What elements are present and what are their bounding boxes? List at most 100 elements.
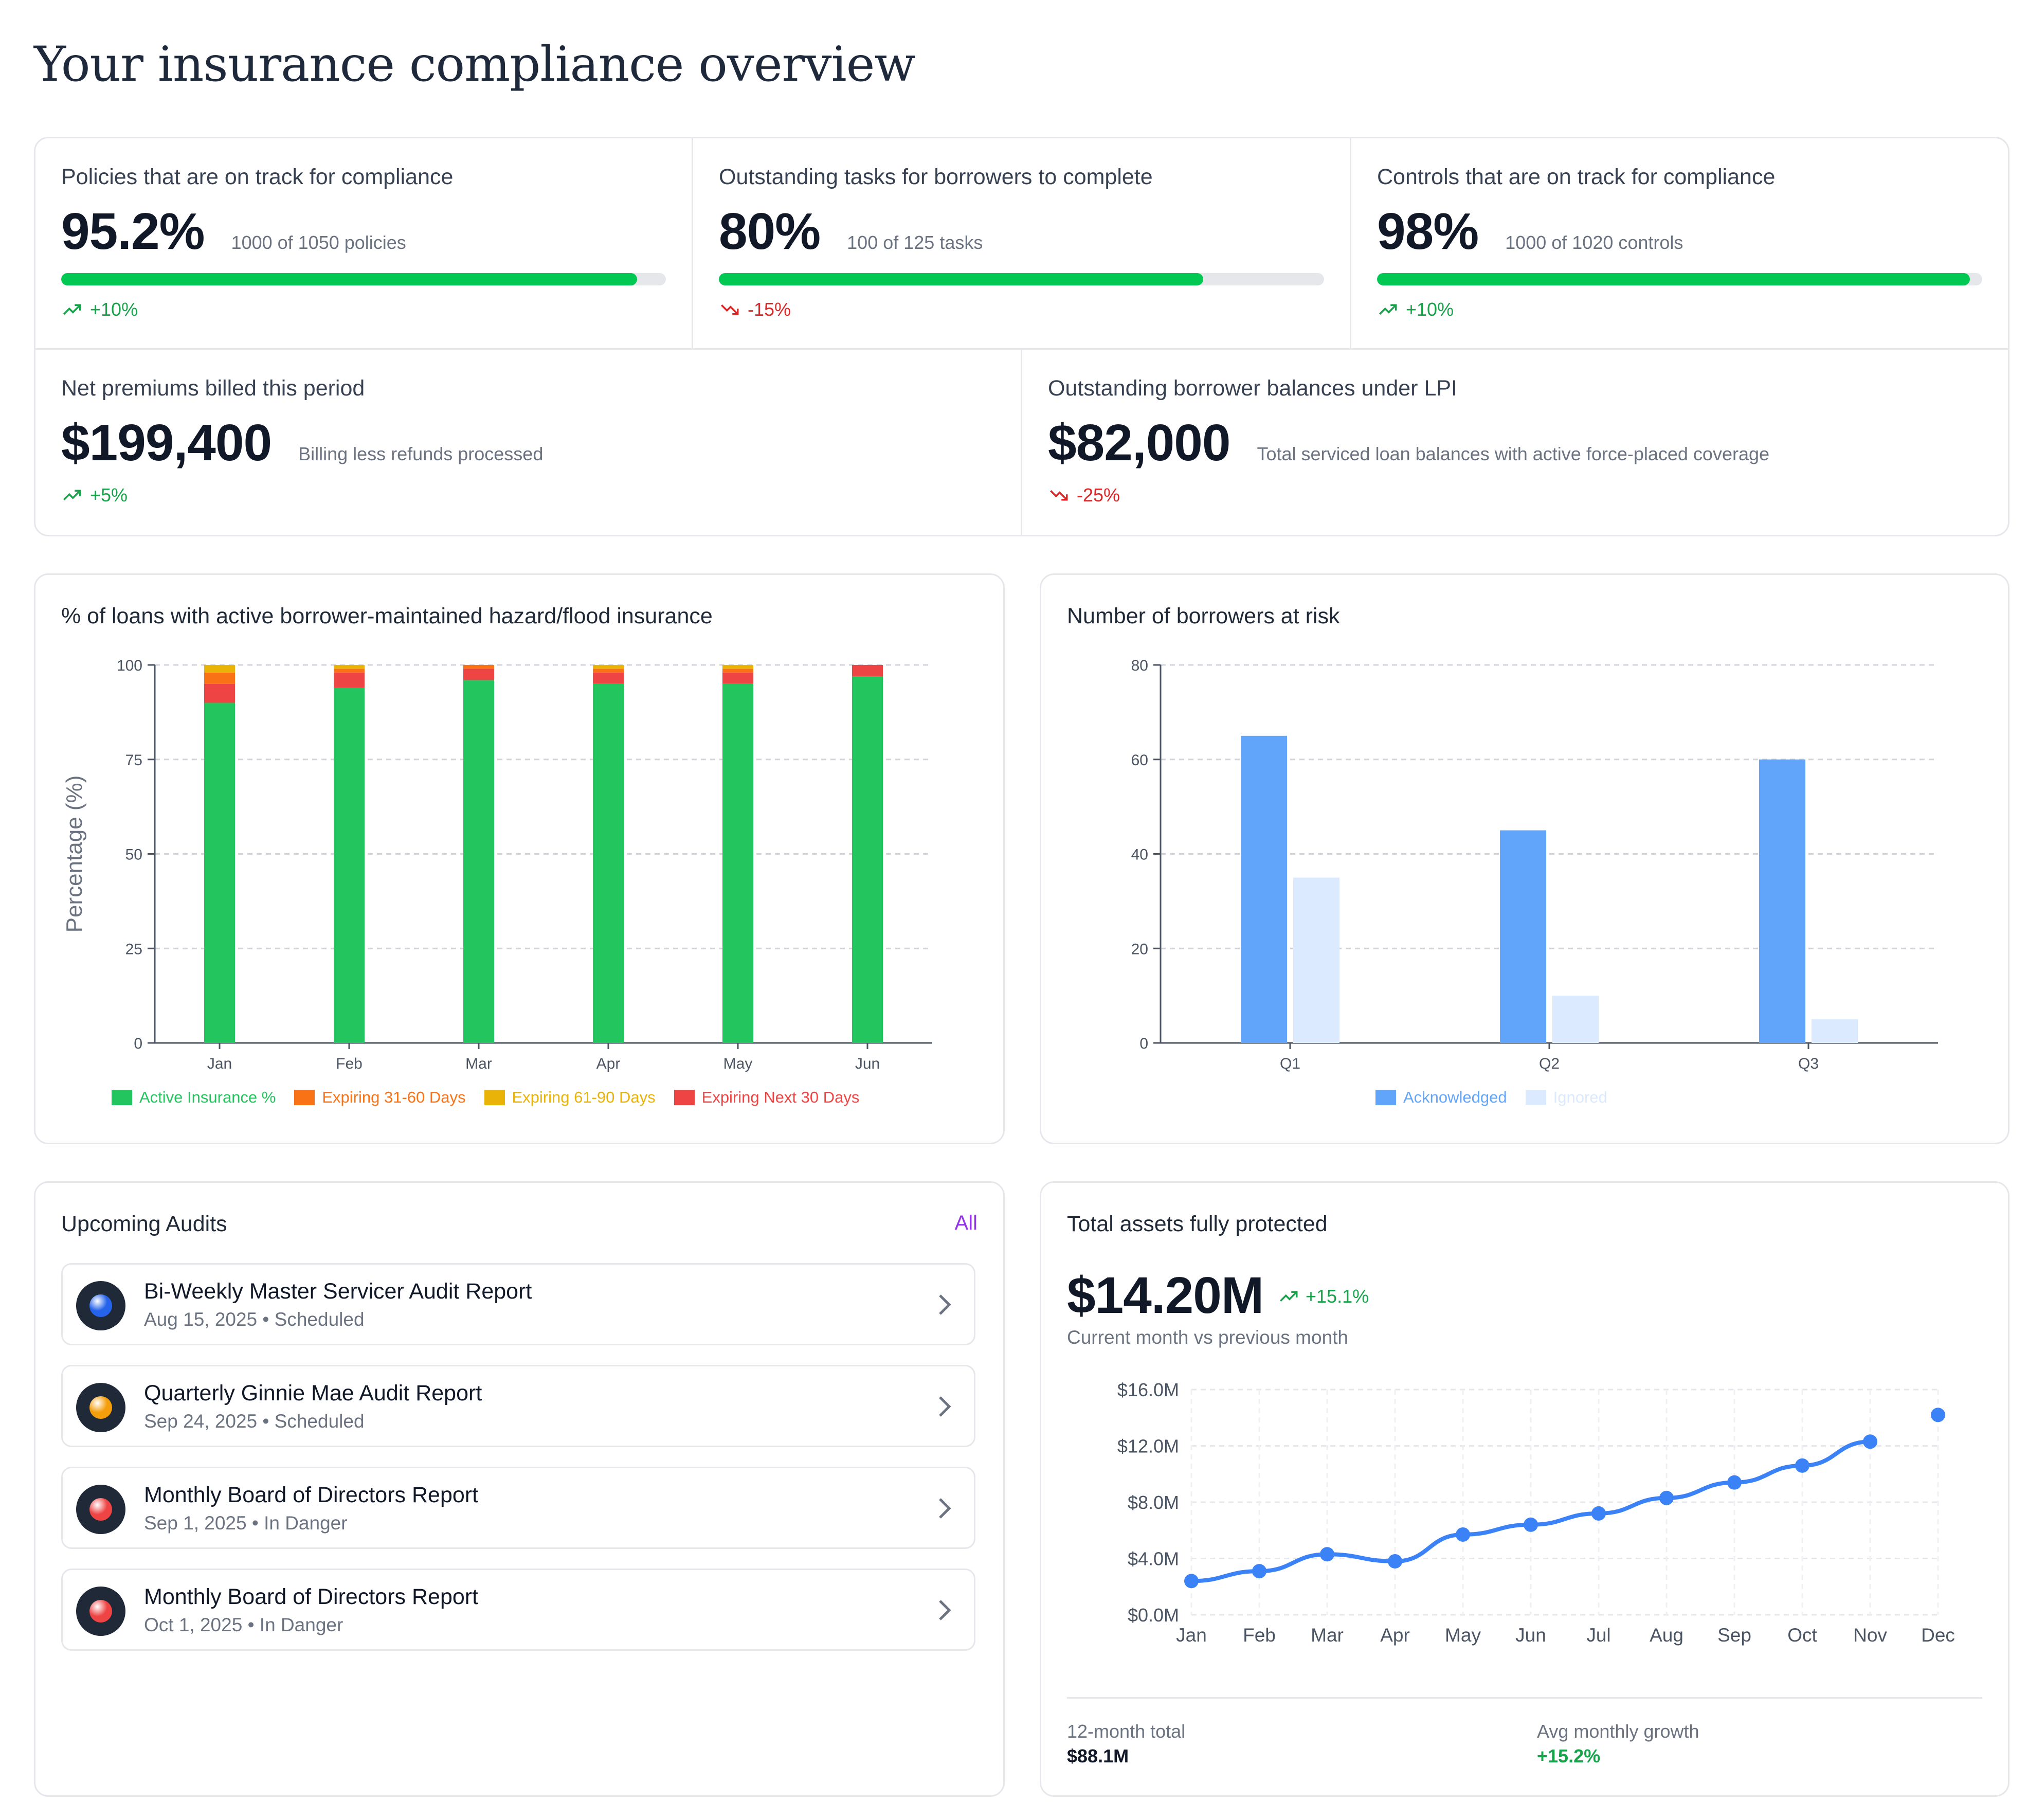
- audit-item[interactable]: Bi-Weekly Master Servicer Audit Report A…: [61, 1263, 975, 1345]
- trend-down-icon: [721, 304, 739, 315]
- data-point: [1863, 1434, 1877, 1449]
- audit-item[interactable]: Quarterly Ginnie Mae Audit Report Sep 24…: [61, 1365, 975, 1447]
- x-tick-label: Jun: [855, 1055, 880, 1072]
- bar-segment: [334, 669, 365, 673]
- bar-segment: [334, 688, 365, 1043]
- total-label: 12-month total: [1067, 1721, 1186, 1742]
- audit-meta: Sep 24, 2025 • Scheduled: [144, 1411, 365, 1432]
- kpi-value: 98%: [1377, 202, 1479, 260]
- data-point: [1184, 1574, 1199, 1589]
- legend-swatch: [674, 1090, 695, 1105]
- legend-item: Active Insurance %: [112, 1088, 276, 1107]
- kpi-value: 95.2%: [61, 202, 205, 260]
- y-tick-label: $16.0M: [1117, 1379, 1179, 1400]
- all-audits-link[interactable]: All: [954, 1212, 977, 1234]
- bar: [1552, 996, 1599, 1043]
- bar-segment: [722, 672, 753, 684]
- x-tick-label: Jan: [1176, 1625, 1207, 1646]
- insurance-chart: 0 25 50 75 100 Percentage (%) Jan Feb Mar Apr May J…: [62, 657, 932, 1072]
- x-tick-label: Q1: [1280, 1055, 1300, 1072]
- legend-item: Ignored: [1525, 1088, 1607, 1107]
- x-tick-label: Mar: [465, 1055, 492, 1072]
- bar-segment: [463, 680, 494, 1043]
- y-tick-label: 0: [134, 1035, 142, 1052]
- bar-segment: [852, 665, 883, 677]
- x-tick-label: Jan: [207, 1055, 232, 1072]
- audit-meta: Sep 1, 2025 • In Danger: [144, 1512, 348, 1534]
- kpi-controls-on-track: Controls that are on track for complianc…: [1351, 138, 2008, 320]
- data-point: [1727, 1475, 1742, 1490]
- kpi-outstanding-tasks: Outstanding tasks for borrowers to compl…: [693, 138, 1350, 320]
- kpi-label: Outstanding tasks for borrowers to compl…: [719, 165, 1153, 189]
- x-tick-label: Nov: [1853, 1625, 1887, 1646]
- kpi-sub: 1000 of 1050 policies: [231, 231, 406, 253]
- audit-title: Monthly Board of Directors Report: [144, 1483, 479, 1507]
- bar-segment: [593, 683, 624, 1043]
- progress-bar: [61, 273, 666, 285]
- trend-badge: +15.1%: [1278, 1286, 1369, 1307]
- legend-swatch: [484, 1090, 505, 1105]
- audit-item[interactable]: Monthly Board of Directors Report Sep 1,…: [61, 1467, 975, 1549]
- chart-title: Number of borrowers at risk: [1067, 604, 1340, 628]
- x-tick-label: Jul: [1586, 1625, 1610, 1646]
- y-tick-label: 25: [125, 941, 142, 958]
- y-tick-label: 60: [1131, 752, 1148, 769]
- trend-up-icon: [63, 490, 81, 500]
- x-tick-label: Q3: [1798, 1055, 1819, 1072]
- x-tick-label: May: [1445, 1625, 1481, 1646]
- y-tick-label: $4.0M: [1128, 1548, 1179, 1570]
- status-dot-fill: [89, 1396, 112, 1419]
- bar: [1500, 830, 1546, 1043]
- legend-item: Expiring 61-90 Days: [484, 1088, 656, 1107]
- kpi-sub: 1000 of 1020 controls: [1505, 231, 1683, 253]
- bar-segment: [722, 669, 753, 673]
- data-point: [1252, 1564, 1266, 1579]
- legend-label: Expiring 31-60 Days: [322, 1088, 466, 1106]
- x-tick-label: May: [723, 1055, 753, 1072]
- legend-swatch: [1525, 1090, 1546, 1105]
- status-dot-fill: [89, 1294, 112, 1317]
- audit-item[interactable]: Monthly Board of Directors Report Oct 1,…: [61, 1569, 975, 1651]
- divider: [1067, 1697, 1982, 1699]
- kpi-lpi-balances: Outstanding borrower balances under LPI …: [1022, 350, 2008, 506]
- status-dot-icon: [76, 1587, 125, 1636]
- chevron-right-icon: [939, 1294, 951, 1315]
- bar-segment: [204, 665, 235, 673]
- x-tick-label: Oct: [1787, 1625, 1817, 1646]
- audit-meta: Aug 15, 2025 • Scheduled: [144, 1309, 365, 1330]
- insurance-chart-card: % of loans with active borrower-maintain…: [34, 573, 1005, 1144]
- kpi-sub: Total serviced loan balances with active…: [1257, 443, 1770, 464]
- bar-segment: [463, 669, 494, 680]
- bar-segment: [852, 676, 883, 1043]
- audits-title: Upcoming Audits: [61, 1212, 227, 1236]
- legend-label: Expiring 61-90 Days: [512, 1088, 656, 1106]
- legend-item: Expiring Next 30 Days: [674, 1088, 859, 1107]
- bar-segment: [204, 672, 235, 684]
- trend-value: +15.1%: [1306, 1286, 1369, 1307]
- assets-value: $14.20M: [1067, 1267, 1264, 1324]
- x-tick-label: Apr: [1380, 1625, 1410, 1646]
- kpi-value: 80%: [719, 202, 821, 260]
- y-tick-label: 40: [1131, 846, 1148, 863]
- status-dot-icon: [76, 1383, 125, 1432]
- data-point: [1659, 1490, 1674, 1505]
- kpi-value: $199,400: [61, 413, 272, 472]
- kpi-label: Net premiums billed this period: [61, 376, 365, 401]
- trend-value: +5%: [90, 484, 128, 506]
- x-tick-label: Q2: [1539, 1055, 1560, 1072]
- legend-item: Acknowledged: [1375, 1088, 1507, 1107]
- borrowers-risk-card: Number of borrowers at risk 0 20 40 60 80 Q1 Q…: [1040, 573, 2009, 1144]
- bar-segment: [204, 683, 235, 703]
- y-tick-label: 0: [1139, 1035, 1148, 1052]
- y-tick-label: 80: [1131, 657, 1148, 674]
- progress-bar: [1377, 273, 1982, 285]
- legend-label: Ignored: [1553, 1088, 1607, 1106]
- trend-badge: -15%: [719, 299, 1324, 320]
- trend-down-icon: [1050, 490, 1068, 501]
- kpi-policies-on-track: Policies that are on track for complianc…: [35, 138, 692, 320]
- legend-label: Acknowledged: [1403, 1088, 1507, 1106]
- x-tick-label: Jun: [1515, 1625, 1546, 1646]
- trend-badge: +10%: [61, 299, 666, 320]
- legend-swatch: [1375, 1090, 1396, 1105]
- bar-segment: [204, 702, 235, 1043]
